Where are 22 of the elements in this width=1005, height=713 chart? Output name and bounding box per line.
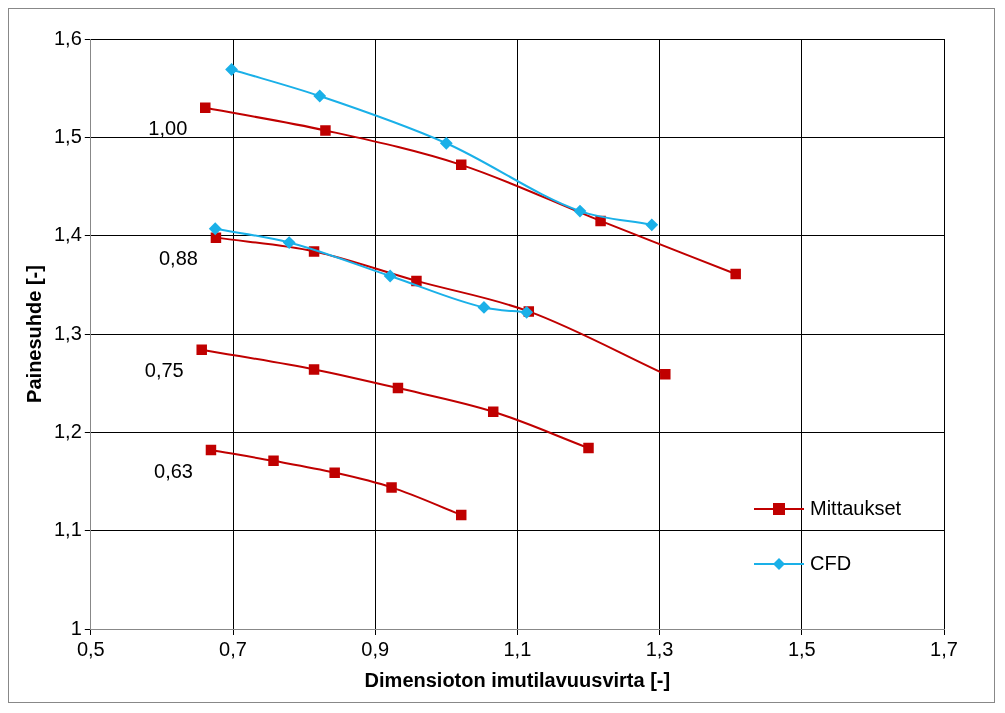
y-tick-label: 1 [70,616,82,639]
x-tick-label: 0,7 [219,637,247,660]
y-axis-title: Painesuhde [-] [22,265,45,403]
x-tick-label: 1,3 [645,637,674,660]
y-tick-label: 1,3 [53,321,82,344]
y-tick-label: 1,6 [53,26,82,49]
annotation: 0,88 [159,247,198,270]
y-tick-label: 1,5 [53,124,82,147]
annotation: 0,63 [154,459,193,482]
x-axis-title: Dimensioton imutilavuusvirta [-] [364,668,671,691]
y-tick-label: 1,4 [53,223,82,246]
annotation: 1,00 [148,117,188,140]
y-tick-label: 1,1 [53,518,82,541]
x-tick-label: 1,5 [787,637,816,660]
x-tick-label: 0,9 [361,637,390,660]
legend-label: Mittaukset [810,496,902,519]
x-tick-label: 1,1 [503,637,532,660]
legend-label: CFD [810,551,852,574]
x-tick-label: 1,7 [930,637,958,660]
annotation: 0,75 [144,359,184,382]
x-tick-label: 0,5 [76,637,105,660]
y-tick-label: 1,2 [53,419,82,442]
